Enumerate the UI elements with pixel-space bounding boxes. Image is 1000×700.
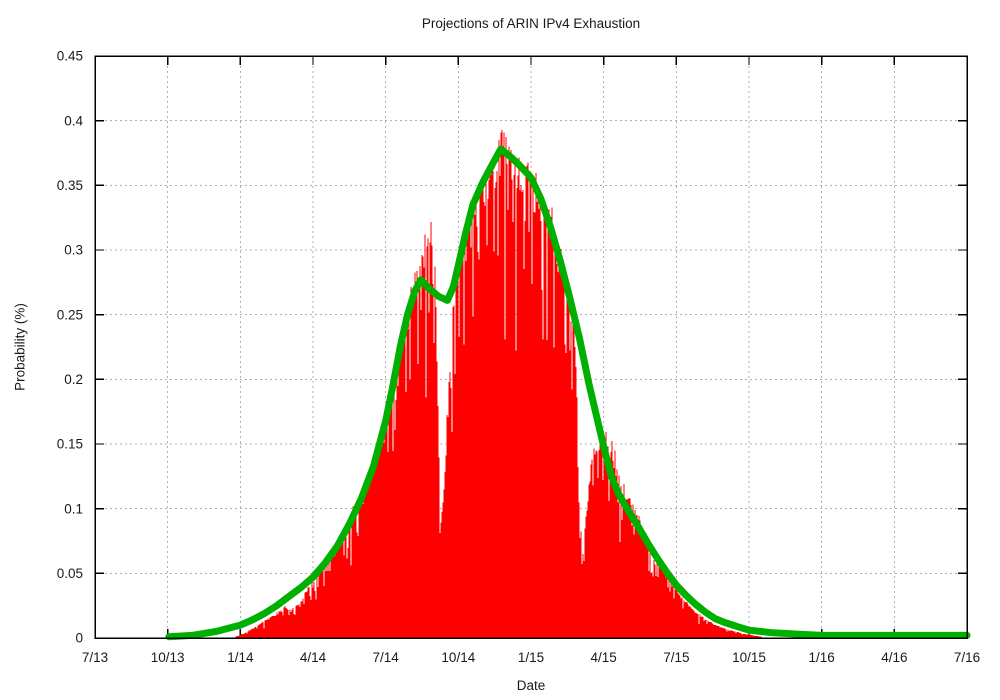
x-tick-label: 7/16 [954,650,980,665]
y-tick-label: 0.4 [64,113,83,128]
smoothed-line-series [165,145,971,641]
x-tick-label: 1/15 [518,650,544,665]
series [165,129,971,641]
y-tick-label: 0.15 [57,437,83,452]
x-tick-label: 4/16 [881,650,907,665]
x-tick-label: 4/14 [300,650,327,665]
histogram-series [235,129,762,638]
x-tick-label: 10/15 [732,650,766,665]
x-tick-label: 10/13 [151,650,185,665]
y-tick-label: 0.45 [57,49,83,64]
y-tick-label: 0.3 [64,243,83,258]
x-tick-label: 1/14 [227,650,254,665]
y-tick-label: 0.2 [64,372,83,387]
y-tick-label: 0.25 [57,307,83,322]
x-tick-label: 4/15 [591,650,617,665]
y-tick-label: 0.05 [57,566,83,581]
y-tick-label: 0.35 [57,178,83,193]
x-axis-title: Date [516,678,546,693]
y-tick-label: 0 [75,631,83,646]
x-tick-label: 1/16 [809,650,835,665]
y-tick-label: 0.1 [64,501,83,516]
x-tick-label: 7/14 [373,650,400,665]
chart-title: Projections of ARIN IPv4 Exhaustion [421,16,641,31]
plot-border [94,55,968,639]
x-tick-label: 7/13 [82,650,108,665]
x-tick-label: 10/14 [441,650,475,665]
x-tick-label: 7/15 [663,650,689,665]
tick-labels: 7/13 10/13 1/14 4/14 7/14 10/14 1/15 4/15 7/15 10… [57,49,980,665]
